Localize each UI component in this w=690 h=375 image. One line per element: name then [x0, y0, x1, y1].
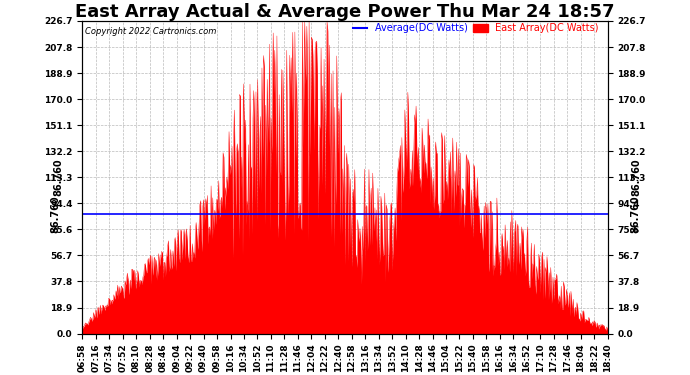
Text: 86.760: 86.760	[50, 195, 60, 233]
Text: 86.760: 86.760	[631, 159, 642, 196]
Text: 86.760: 86.760	[54, 159, 63, 196]
Legend: Average(DC Watts), East Array(DC Watts): Average(DC Watts), East Array(DC Watts)	[349, 20, 603, 38]
Text: 86.760: 86.760	[630, 195, 640, 233]
Text: Copyright 2022 Cartronics.com: Copyright 2022 Cartronics.com	[85, 27, 217, 36]
Title: East Array Actual & Average Power Thu Mar 24 18:57: East Array Actual & Average Power Thu Ma…	[75, 3, 615, 21]
